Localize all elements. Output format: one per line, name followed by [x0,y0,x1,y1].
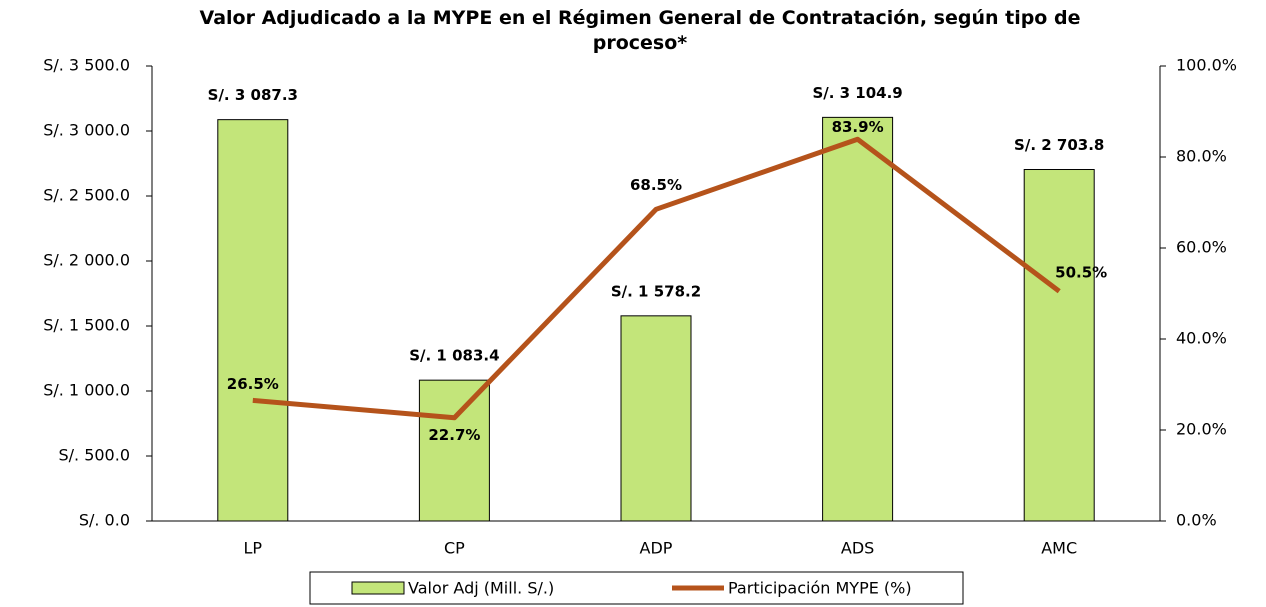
line [252,136,1061,421]
bar [418,379,490,522]
x-tick-label: AMC [1041,539,1077,558]
x-tick-label: ADP [640,539,673,558]
legend-label: Participación MYPE (%) [728,579,912,598]
bar [822,116,894,522]
bar [217,119,289,522]
y-tick-label: S/. 3 500.0 [43,56,130,75]
y2-tick-label: 60.0% [1176,238,1227,257]
y-tick-label: S/. 0.0 [79,511,130,530]
y-tick-label: S/. 1 000.0 [43,381,130,400]
bar-value-label: S/. 2 703.8 [1014,136,1104,154]
legend-label: Valor Adj (Mill. S/.) [408,579,554,598]
bar-value-label: S/. 3 087.3 [208,86,298,104]
bar [1023,169,1095,522]
legend-swatch [351,581,405,595]
y-tick-label: S/. 1 500.0 [43,316,130,335]
line-value-label: 26.5% [227,375,279,393]
x-tick-label: CP [444,539,465,558]
y-tick-label: S/. 500.0 [58,446,130,465]
y2-tick-label: 0.0% [1176,511,1217,530]
chart-title: Valor Adjudicado a la MYPE en el Régimen… [199,7,1081,54]
line-value-label: 50.5% [1055,264,1107,282]
bar-value-label: S/. 1 578.2 [611,282,701,300]
x-tick-label: LP [244,539,263,558]
y2-tick-label: 40.0% [1176,329,1227,348]
y-tick-label: S/. 3 000.0 [43,121,130,140]
line-value-label: 83.9% [832,118,884,136]
y-tick-label: S/. 2 500.0 [43,186,130,205]
y2-tick-label: 80.0% [1176,147,1227,166]
bar [620,315,692,522]
y2-tick-label: 100.0% [1176,56,1237,75]
line-value-label: 68.5% [630,176,682,194]
y-tick-label: S/. 2 000.0 [43,251,130,270]
line-value-label: 22.7% [428,426,480,444]
legend-box [309,571,964,605]
bar-value-label: S/. 3 104.9 [812,84,902,102]
bar-value-label: S/. 1 083.4 [409,347,499,365]
x-tick-label: ADS [841,539,874,558]
y2-tick-label: 20.0% [1176,420,1227,439]
